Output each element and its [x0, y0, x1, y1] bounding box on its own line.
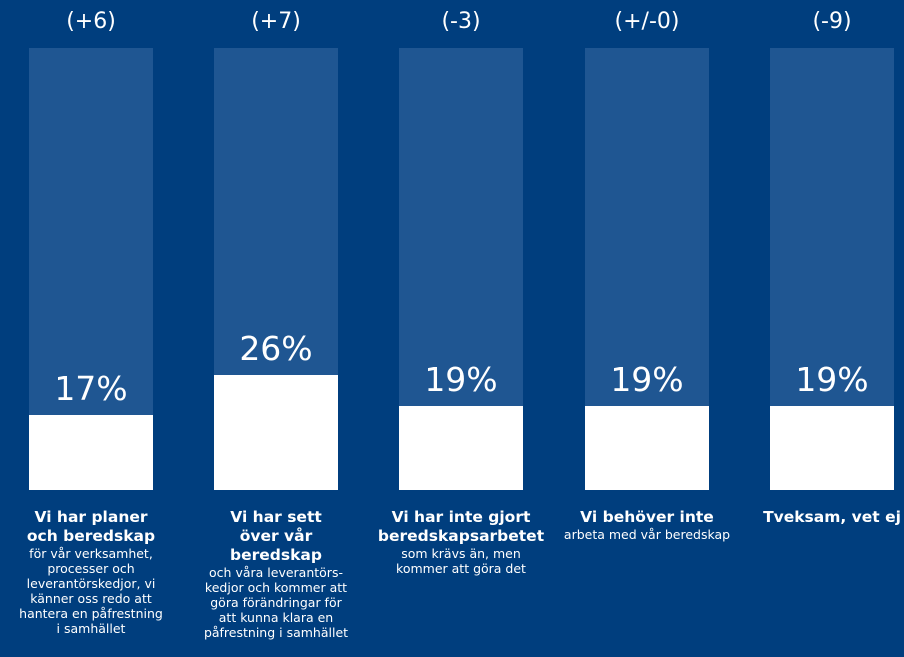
category-caption: Vi behöver inte arbeta med vår beredskap: [557, 508, 737, 542]
bar-column: (+7) 26% Vi har sett över vår beredskap och…: [204, 0, 348, 657]
bar-column: (-9) 19% Tveksam, vet ej: [763, 0, 901, 657]
category-description: för vår verksamhet, processer och levera…: [19, 546, 163, 636]
change-label: (-9): [812, 9, 852, 34]
bar-track: 17%: [29, 48, 153, 490]
bar: [770, 406, 894, 490]
category-label: Tveksam, vet ej: [763, 508, 901, 526]
category-description: och våra leverantörs-kedjor och kommer a…: [203, 565, 349, 640]
bar-track: 19%: [770, 48, 894, 490]
value-label: 19%: [424, 360, 498, 399]
category-label: Vi har planer och beredskap: [26, 508, 156, 545]
change-label: (-3): [441, 9, 481, 34]
category-caption: Vi har planer och beredskap för vår verks…: [1, 508, 181, 636]
value-label: 26%: [239, 329, 313, 368]
category-label: Vi behöver inte: [580, 508, 714, 526]
change-label: (+7): [251, 9, 301, 34]
bar-track: 26%: [214, 48, 338, 490]
change-label: (+6): [66, 9, 116, 34]
bar-track: 19%: [585, 48, 709, 490]
category-caption: Vi har inte gjort beredskapsarbetet som k…: [371, 508, 551, 576]
bar: [399, 406, 523, 490]
bar-track: 19%: [399, 48, 523, 490]
bar-column: (+/-0) 19% Vi behöver inte arbeta med vår b…: [564, 0, 730, 657]
value-label: 19%: [610, 360, 684, 399]
change-label: (+/-0): [614, 9, 680, 34]
category-description: arbeta med vår beredskap: [563, 527, 731, 542]
bar: [29, 415, 153, 490]
category-caption: Tveksam, vet ej: [742, 508, 904, 527]
bar: [585, 406, 709, 490]
value-label: 19%: [795, 360, 869, 399]
category-label: Vi har sett över vår beredskap: [230, 508, 322, 564]
category-label: Vi har inte gjort beredskapsarbetet: [377, 508, 545, 545]
bar: [214, 375, 338, 490]
bar-column: (-3) 19% Vi har inte gjort beredskapsarbet…: [378, 0, 544, 657]
category-description: som krävs än, men kommer att göra det: [396, 546, 526, 576]
category-caption: Vi har sett över vår beredskap och våra l…: [186, 508, 366, 640]
value-label: 17%: [54, 369, 128, 408]
bar-column: (+6) 17% Vi har planer och beredskap för vå…: [19, 0, 163, 657]
